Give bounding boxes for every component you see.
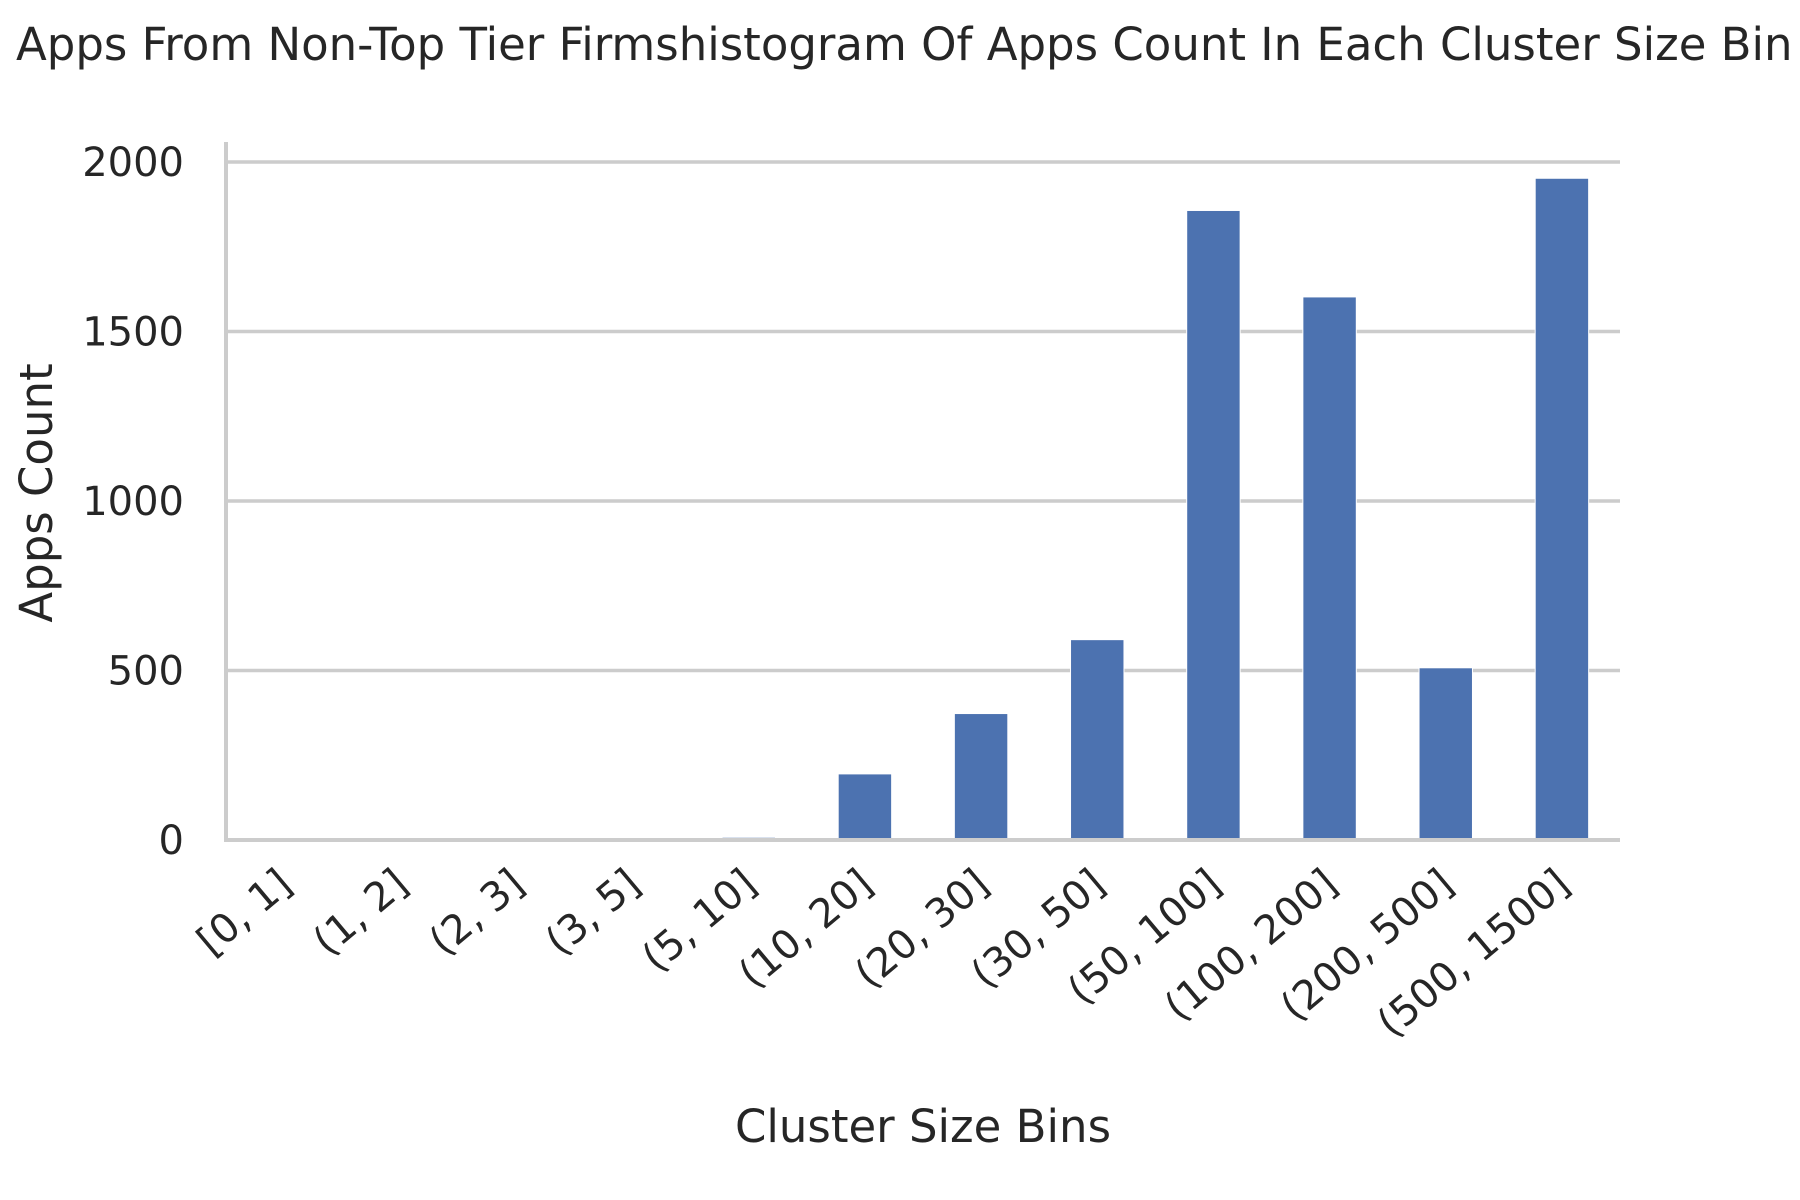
x-tick-labels: [0, 1] (1, 2] (2, 3] (3, 5](5, 10](10, 20](…	[189, 860, 1579, 1046]
y-tick-label: 0	[159, 818, 184, 864]
bar	[1534, 177, 1590, 841]
x-tick-label: (3, 5]	[537, 860, 649, 964]
x-tick-label: (2, 3]	[421, 860, 533, 964]
bar	[1418, 667, 1473, 841]
y-tick-label: 1500	[82, 310, 184, 356]
chart-title: Apps From Non-Top Tier Firmshistogram Of…	[16, 18, 1793, 71]
y-tick-labels: 0 500 1000 1500 2000	[82, 140, 184, 864]
axes	[224, 142, 1620, 842]
y-axis-label: Apps Count	[10, 363, 63, 622]
bar	[1070, 639, 1125, 841]
bar	[953, 713, 1009, 841]
y-tick-label: 500	[108, 649, 184, 695]
bar	[1302, 296, 1357, 841]
x-axis-label: Cluster Size Bins	[735, 1100, 1111, 1153]
bar	[837, 773, 893, 841]
grid-lines	[226, 160, 1620, 842]
bars	[721, 177, 1590, 841]
x-tick-label: (1, 2]	[305, 860, 417, 964]
x-tick-label: [0, 1]	[189, 860, 301, 964]
y-tick-label: 2000	[82, 140, 184, 186]
y-tick-label: 1000	[82, 479, 184, 525]
bar	[1186, 209, 1241, 841]
